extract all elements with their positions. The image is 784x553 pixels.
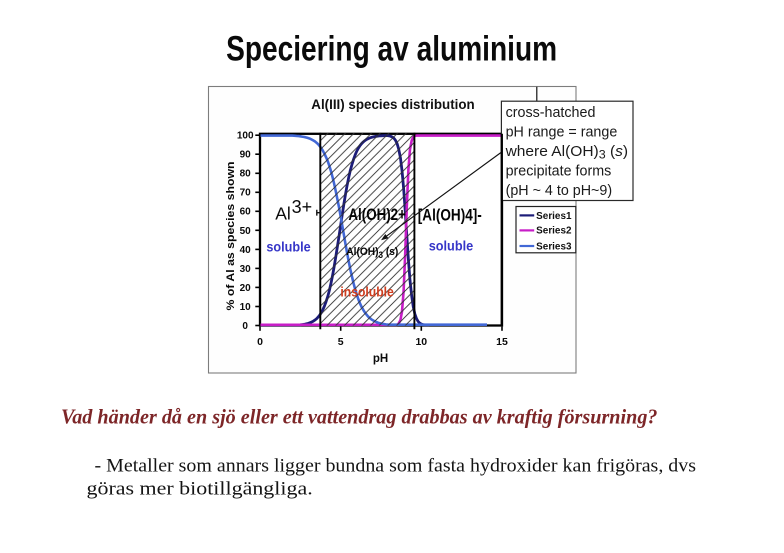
- svg-text:insoluble: insoluble: [340, 284, 394, 299]
- svg-text:80: 80: [240, 169, 252, 180]
- svg-text:pH range = range: pH range = range: [506, 124, 618, 140]
- svg-text:Series1: Series1: [536, 211, 572, 222]
- svg-text:soluble: soluble: [266, 240, 311, 255]
- svg-text:70: 70: [240, 188, 252, 199]
- svg-text:soluble: soluble: [429, 238, 474, 253]
- svg-text:Al(OH)2+: Al(OH)2+: [348, 206, 406, 224]
- svg-text:90: 90: [240, 150, 252, 161]
- svg-text:10: 10: [415, 336, 427, 348]
- svg-text:60: 60: [240, 207, 252, 218]
- svg-text:10: 10: [240, 302, 252, 313]
- svg-text:(pH ~ 4 to pH~9): (pH ~ 4 to pH~9): [506, 183, 612, 199]
- svg-text:Al(OH)3 (s): Al(OH)3 (s): [346, 246, 398, 260]
- svg-text:0: 0: [242, 321, 248, 332]
- svg-text:Al(III) species distribution: Al(III) species distribution: [311, 97, 474, 112]
- svg-text:precipitate forms: precipitate forms: [506, 164, 612, 180]
- svg-text:50: 50: [240, 226, 252, 237]
- svg-text:40: 40: [240, 245, 252, 256]
- svg-text:- Metaller som annars ligger b: - Metaller som annars ligger bundna som …: [95, 456, 697, 476]
- svg-text:Vad händer då en sjö eller ett: Vad händer då en sjö eller ett vattendra…: [61, 404, 658, 428]
- svg-text:15: 15: [496, 336, 508, 348]
- svg-text:0: 0: [257, 336, 263, 348]
- svg-text:where Al(OH)3 (s): where Al(OH) 3 (s): [505, 144, 629, 162]
- svg-text:5: 5: [338, 336, 344, 348]
- svg-text:Series3: Series3: [536, 241, 572, 252]
- svg-text:Speciering av aluminium: Speciering av aluminium: [226, 29, 557, 68]
- svg-text:Al: Al: [275, 204, 291, 224]
- svg-text:[Al(OH)4]-: [Al(OH)4]-: [418, 206, 482, 224]
- svg-text:göras mer biotillgängliga.: göras mer biotillgängliga.: [87, 479, 313, 499]
- svg-text:3+: 3+: [292, 197, 313, 217]
- svg-text:pH: pH: [373, 353, 388, 365]
- svg-text:cross-hatched: cross-hatched: [506, 105, 596, 121]
- svg-text:20: 20: [240, 283, 252, 294]
- svg-text:Series2: Series2: [536, 226, 572, 237]
- svg-text:100: 100: [237, 131, 254, 142]
- svg-text:30: 30: [240, 264, 252, 275]
- svg-text:% of Al as species shown: % of Al as species shown: [225, 161, 237, 310]
